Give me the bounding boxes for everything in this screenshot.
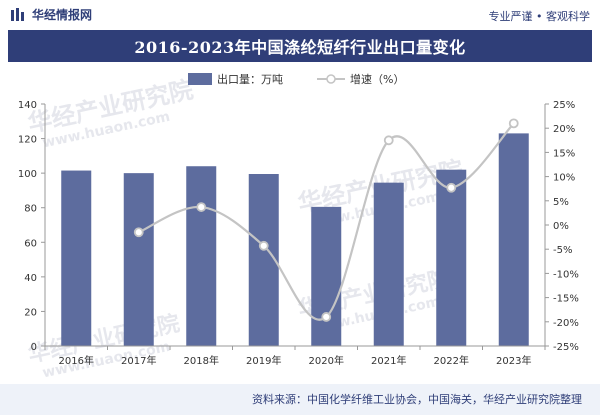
growth-point xyxy=(508,118,519,129)
growth-point xyxy=(383,135,394,146)
y-left-tick-label: 60 xyxy=(24,238,37,249)
y-right-tick-label: 15% xyxy=(553,148,575,159)
x-tick-label: 2022年 xyxy=(434,354,469,367)
growth-point xyxy=(258,240,269,251)
footer: 资料来源：中国化学纤维工业协会，中国海关，华经产业研究院整理 xyxy=(0,384,600,415)
logo-icon xyxy=(11,7,24,21)
legend-line-label: 增速（%） xyxy=(350,72,404,86)
y-right-tick-label: 20% xyxy=(553,124,575,135)
chart-svg: 华经产业研究院www.huaon.com华经产业研究院www.huaon.com… xyxy=(18,72,579,381)
legend-bar-label: 出口量：万吨 xyxy=(217,72,283,86)
x-tick-label: 2020年 xyxy=(309,354,344,367)
bar xyxy=(498,133,529,346)
line-series xyxy=(133,118,519,322)
y-right-tick-label: 5% xyxy=(553,197,569,208)
y-right-tick-label: 25% xyxy=(553,100,575,111)
y-left-tick-label: 80 xyxy=(24,204,37,215)
legend-line-marker xyxy=(326,74,336,84)
y-left-tick-label: 0 xyxy=(31,342,37,353)
y-right-tick-label: 10% xyxy=(553,173,575,184)
title-bar: 2016-2023年中国涤纶短纤行业出口量变化 xyxy=(8,30,592,62)
growth-point xyxy=(133,227,144,238)
x-tick-label: 2018年 xyxy=(184,354,219,367)
x-tick-label: 2016年 xyxy=(59,354,94,367)
growth-point xyxy=(196,202,207,212)
legend: 出口量：万吨 增速（%） xyxy=(188,72,404,86)
chart-area: 华经产业研究院 www.huaon.com 华经产业研究院 www.huaon.com… xyxy=(0,62,600,384)
y-left-tick-label: 140 xyxy=(18,100,37,111)
y-right-tick-label: -15% xyxy=(553,294,579,305)
axes: 0 20 40 60 80 100 120 140 -25% -20% -15% -10% -5% 0% 5… xyxy=(18,100,579,367)
x-tick-label: 2021年 xyxy=(371,354,406,367)
legend-bar-swatch xyxy=(188,73,212,85)
growth-point xyxy=(446,182,457,193)
chart-title: 2016-2023年中国涤纶短纤行业出口量变化 xyxy=(134,38,466,57)
growth-point xyxy=(321,312,332,322)
y-left-tick-label: 100 xyxy=(18,169,37,180)
bar xyxy=(311,206,342,346)
y-right-tick-label: -20% xyxy=(553,318,579,329)
y-right-tick-label: -25% xyxy=(553,342,579,353)
bar xyxy=(61,170,92,346)
tagline: 专业严谨 • 客观科学 xyxy=(488,10,590,23)
y-left-tick-label: 120 xyxy=(18,135,37,146)
x-tick-label: 2019年 xyxy=(246,354,281,367)
bar xyxy=(123,173,154,346)
x-tick-label: 2023年 xyxy=(496,354,531,367)
top-bar: 华经情报网 专业严谨 • 客观科学 xyxy=(0,0,600,30)
y-left-tick-label: 20 xyxy=(24,307,37,318)
source-note: 资料来源：中国化学纤维工业协会，中国海关，华经产业研究院整理 xyxy=(252,393,582,406)
brand: 华经情报网 xyxy=(10,6,92,23)
bar-series xyxy=(61,133,529,346)
y-left-tick-label: 40 xyxy=(24,273,37,284)
y-right-tick-label: 0% xyxy=(553,221,569,232)
y-right-tick-label: -10% xyxy=(553,269,579,280)
bar xyxy=(436,169,467,346)
y-right-tick-label: -5% xyxy=(553,245,572,256)
x-tick-label: 2017年 xyxy=(121,354,156,367)
bar xyxy=(186,166,217,346)
bar xyxy=(373,182,404,346)
brand-name: 华经情报网 xyxy=(32,8,93,22)
